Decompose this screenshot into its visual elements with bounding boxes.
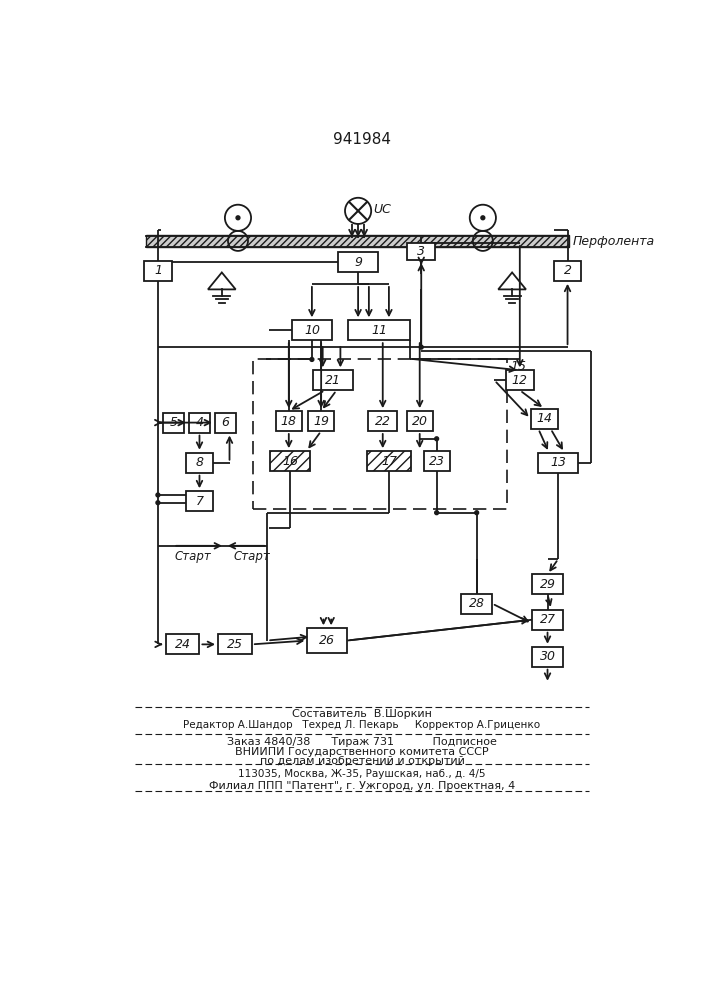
Bar: [506, 370, 534, 390]
Text: 21: 21: [325, 374, 341, 387]
Text: 941984: 941984: [333, 132, 391, 147]
Text: 13: 13: [550, 456, 566, 469]
Text: 18: 18: [281, 415, 297, 428]
Bar: [312, 370, 353, 390]
Bar: [532, 647, 563, 667]
Bar: [292, 320, 332, 340]
Bar: [348, 320, 409, 340]
Text: Старт: Старт: [233, 550, 270, 563]
Bar: [308, 628, 347, 653]
Text: 22: 22: [375, 415, 391, 428]
Text: 1: 1: [154, 264, 162, 277]
Text: 5: 5: [169, 416, 177, 429]
Text: 23: 23: [428, 455, 445, 468]
Bar: [532, 610, 563, 630]
Text: 15: 15: [510, 360, 527, 373]
Bar: [270, 451, 310, 471]
Bar: [407, 411, 433, 431]
Circle shape: [475, 511, 479, 515]
Text: 10: 10: [304, 324, 320, 337]
Bar: [253, 359, 508, 509]
Text: 12: 12: [512, 374, 528, 387]
Text: 6: 6: [222, 416, 230, 429]
Bar: [308, 411, 334, 431]
Bar: [189, 413, 210, 433]
Circle shape: [419, 345, 423, 349]
Text: Редактор А.Шандор   Техред Л. Пекарь     Корректор А.Гриценко: Редактор А.Шандор Техред Л. Пекарь Корре…: [183, 720, 541, 730]
Bar: [163, 413, 184, 433]
Bar: [276, 411, 302, 431]
Bar: [218, 634, 252, 654]
Text: 25: 25: [227, 638, 243, 651]
Text: 26: 26: [320, 634, 335, 647]
Text: Старт: Старт: [174, 550, 211, 563]
Bar: [532, 574, 563, 594]
Circle shape: [435, 437, 438, 441]
Bar: [538, 453, 578, 473]
Bar: [461, 594, 492, 614]
Bar: [215, 413, 236, 433]
Text: UC: UC: [373, 203, 392, 216]
Bar: [554, 261, 581, 281]
Circle shape: [481, 216, 485, 220]
Text: Составитель  В.Шоркин: Составитель В.Шоркин: [292, 709, 432, 719]
Text: ВНИИПИ Государственного комитета СССР: ВНИИПИ Государственного комитета СССР: [235, 747, 489, 757]
Bar: [165, 634, 199, 654]
Text: 28: 28: [469, 597, 485, 610]
Polygon shape: [208, 272, 235, 289]
Bar: [530, 409, 559, 429]
Text: 19: 19: [313, 415, 329, 428]
Bar: [368, 411, 397, 431]
Text: 7: 7: [195, 495, 204, 508]
Bar: [186, 453, 214, 473]
Text: 14: 14: [537, 412, 552, 425]
Bar: [366, 451, 411, 471]
Text: 17: 17: [381, 455, 397, 468]
Text: 20: 20: [411, 415, 428, 428]
Bar: [423, 451, 450, 471]
Text: по делам изобретений и открытий: по делам изобретений и открытий: [259, 756, 464, 766]
Circle shape: [156, 501, 160, 505]
Text: 29: 29: [539, 578, 556, 591]
Text: 24: 24: [175, 638, 191, 651]
Circle shape: [156, 493, 160, 497]
Text: Перфолента: Перфолента: [573, 235, 655, 248]
Text: 2: 2: [563, 264, 571, 277]
Bar: [146, 235, 569, 247]
Text: 8: 8: [195, 456, 204, 469]
Text: Заказ 4840/38      Тираж 731           Подписное: Заказ 4840/38 Тираж 731 Подписное: [227, 737, 497, 747]
Text: 27: 27: [539, 613, 556, 626]
Text: Филиал ППП "Патент", г. Ужгород, ул. Проектная, 4: Филиал ППП "Патент", г. Ужгород, ул. Про…: [209, 781, 515, 791]
Text: 4: 4: [195, 416, 204, 429]
Bar: [186, 491, 214, 511]
Text: 9: 9: [354, 256, 362, 269]
Circle shape: [236, 216, 240, 220]
Text: 30: 30: [539, 650, 556, 663]
Polygon shape: [498, 272, 526, 289]
Text: 11: 11: [371, 324, 387, 337]
Bar: [407, 243, 435, 260]
Text: 16: 16: [282, 455, 298, 468]
Circle shape: [435, 511, 438, 515]
Bar: [144, 261, 172, 281]
Text: 3: 3: [417, 245, 425, 258]
Text: 113035, Москва, Ж-35, Раушская, наб., д. 4/5: 113035, Москва, Ж-35, Раушская, наб., д.…: [238, 769, 486, 779]
Bar: [338, 252, 378, 272]
Circle shape: [310, 358, 314, 361]
